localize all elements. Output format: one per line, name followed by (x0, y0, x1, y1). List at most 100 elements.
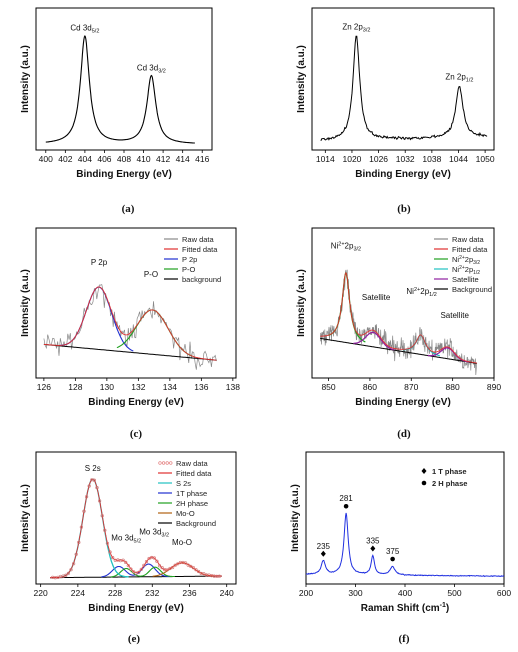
legend-label: Fitted data (182, 245, 218, 254)
peak-label: Mo-O (172, 538, 192, 547)
panel-caption: (e) (128, 633, 141, 645)
x-tick-label: 860 (363, 382, 377, 392)
legend-label: Mo-O (176, 509, 195, 518)
legend-swatch (162, 461, 166, 465)
raw-data-point (105, 541, 109, 545)
legend-label: Fitted data (176, 469, 212, 478)
x-tick-label: 600 (497, 588, 511, 598)
x-tick-label: 414 (176, 154, 190, 164)
raw-data-point (87, 484, 91, 488)
peak-label: 281 (339, 494, 353, 503)
x-tick-label: 134 (163, 382, 177, 392)
legend-marker (421, 468, 427, 474)
x-axis-label: Raman Shift (cm-1) (361, 602, 449, 614)
legend-label: P 2p (182, 255, 197, 264)
raw-data-point (108, 550, 112, 554)
plot-frame (311, 227, 495, 379)
raw-data-point (97, 499, 102, 503)
x-tick-label: 412 (156, 154, 170, 164)
2h-phase-line (110, 566, 175, 578)
x-tick-label: 400 (398, 588, 412, 598)
legend-label: 1T phase (176, 489, 207, 498)
x-tick-label: 400 (39, 154, 53, 164)
plot-frame (35, 227, 237, 379)
x-axis-label: Binding Energy (eV) (355, 169, 451, 180)
raw-data-point (152, 556, 156, 560)
legend-label: Raw data (176, 459, 209, 468)
y-axis-label: Intensity (a.u.) (296, 269, 307, 337)
fitted-line (320, 272, 477, 364)
background-line (43, 343, 217, 361)
raw-data-point (79, 525, 83, 529)
raw-data-point (126, 563, 130, 568)
x-tick-label: 236 (182, 588, 196, 598)
y-axis-label: Intensity (a.u.) (296, 45, 307, 113)
raw-data-point (191, 566, 195, 570)
raw-data-point (142, 563, 146, 568)
raw-data-point (95, 486, 99, 490)
x-tick-label: 870 (404, 382, 418, 392)
raw-data-point (194, 568, 198, 572)
raw-data-point (64, 573, 68, 577)
legend-marker (421, 480, 427, 486)
raw-data-point (157, 564, 162, 568)
panel-a: 400 402 404 406 408 410 412 414 416 Binding Energ… (20, 7, 213, 215)
peak-label: Zn 2p3/2 (342, 23, 370, 34)
x-tick-label: 404 (78, 154, 92, 164)
raw-data-point (100, 514, 104, 518)
panel-caption: (c) (130, 428, 143, 440)
x-axis-label: Binding Energy (eV) (88, 397, 184, 408)
x-axis-label: Binding Energy (eV) (76, 169, 172, 180)
x-tick-label: 1020 (342, 154, 361, 164)
x-tick-label: 220 (34, 588, 48, 598)
peak-label: Satellite (362, 293, 391, 302)
peak-label: Zn 2p1/2 (445, 73, 473, 84)
x-tick-label: 1032 (396, 154, 415, 164)
legend-swatch (158, 461, 162, 465)
raw-data-point (74, 552, 78, 556)
raw-data-point (173, 563, 177, 567)
peak-label: 375 (386, 547, 400, 556)
raw-data-point (66, 571, 70, 575)
x-tick-label: 1044 (449, 154, 468, 164)
raw-data-point (77, 540, 81, 545)
legend-label: Satellite (452, 275, 479, 284)
series-line (45, 34, 195, 144)
x-tick-label: 200 (299, 588, 313, 598)
x-tick-label: 410 (136, 154, 150, 164)
x-tick-label: 1026 (369, 154, 388, 164)
x-axis-label: Binding Energy (eV) (355, 397, 451, 408)
background-line (50, 575, 222, 579)
x-tick-label: 224 (71, 588, 85, 598)
peak-label: Ni2+2p3/2 (331, 241, 361, 252)
raw-data-point (155, 559, 159, 563)
raw-data-point (71, 562, 76, 566)
legend-label: 2 H phase (432, 479, 467, 488)
satellite-line (353, 331, 395, 351)
series-line (320, 35, 488, 141)
x-tick-label: 126 (37, 382, 51, 392)
x-tick-label: 138 (226, 382, 240, 392)
raw-data-point (139, 567, 143, 571)
background-line (320, 337, 478, 364)
raw-data-point (131, 570, 136, 574)
panel-c: 126 128 130 132 134 136 138 Binding Energy (eV)… (20, 227, 240, 440)
raw-data-point (147, 556, 151, 561)
raw-data-point (186, 563, 190, 567)
peak-label: Ni2+2p1/2 (406, 287, 436, 298)
legend-label: Background (176, 519, 216, 528)
raw-data-point (124, 560, 128, 565)
panel-caption: (f) (399, 633, 410, 645)
panel-e: 220 224 228 232 236 240 Binding Energy (eV) Int… (20, 451, 237, 645)
legend-label: 1 T phase (432, 467, 467, 476)
y-axis-label: Intensity (a.u.) (290, 484, 301, 552)
x-tick-label: 406 (97, 154, 111, 164)
plot-frame (305, 451, 505, 585)
raw-data-point (217, 574, 221, 578)
x-tick-label: 136 (194, 382, 208, 392)
x-tick-label: 416 (195, 154, 209, 164)
legend-label: Raw data (182, 235, 215, 244)
x-tick-label: 128 (68, 382, 82, 392)
raw-data-line (43, 284, 217, 370)
y-axis-label: Intensity (a.u.) (20, 484, 31, 552)
